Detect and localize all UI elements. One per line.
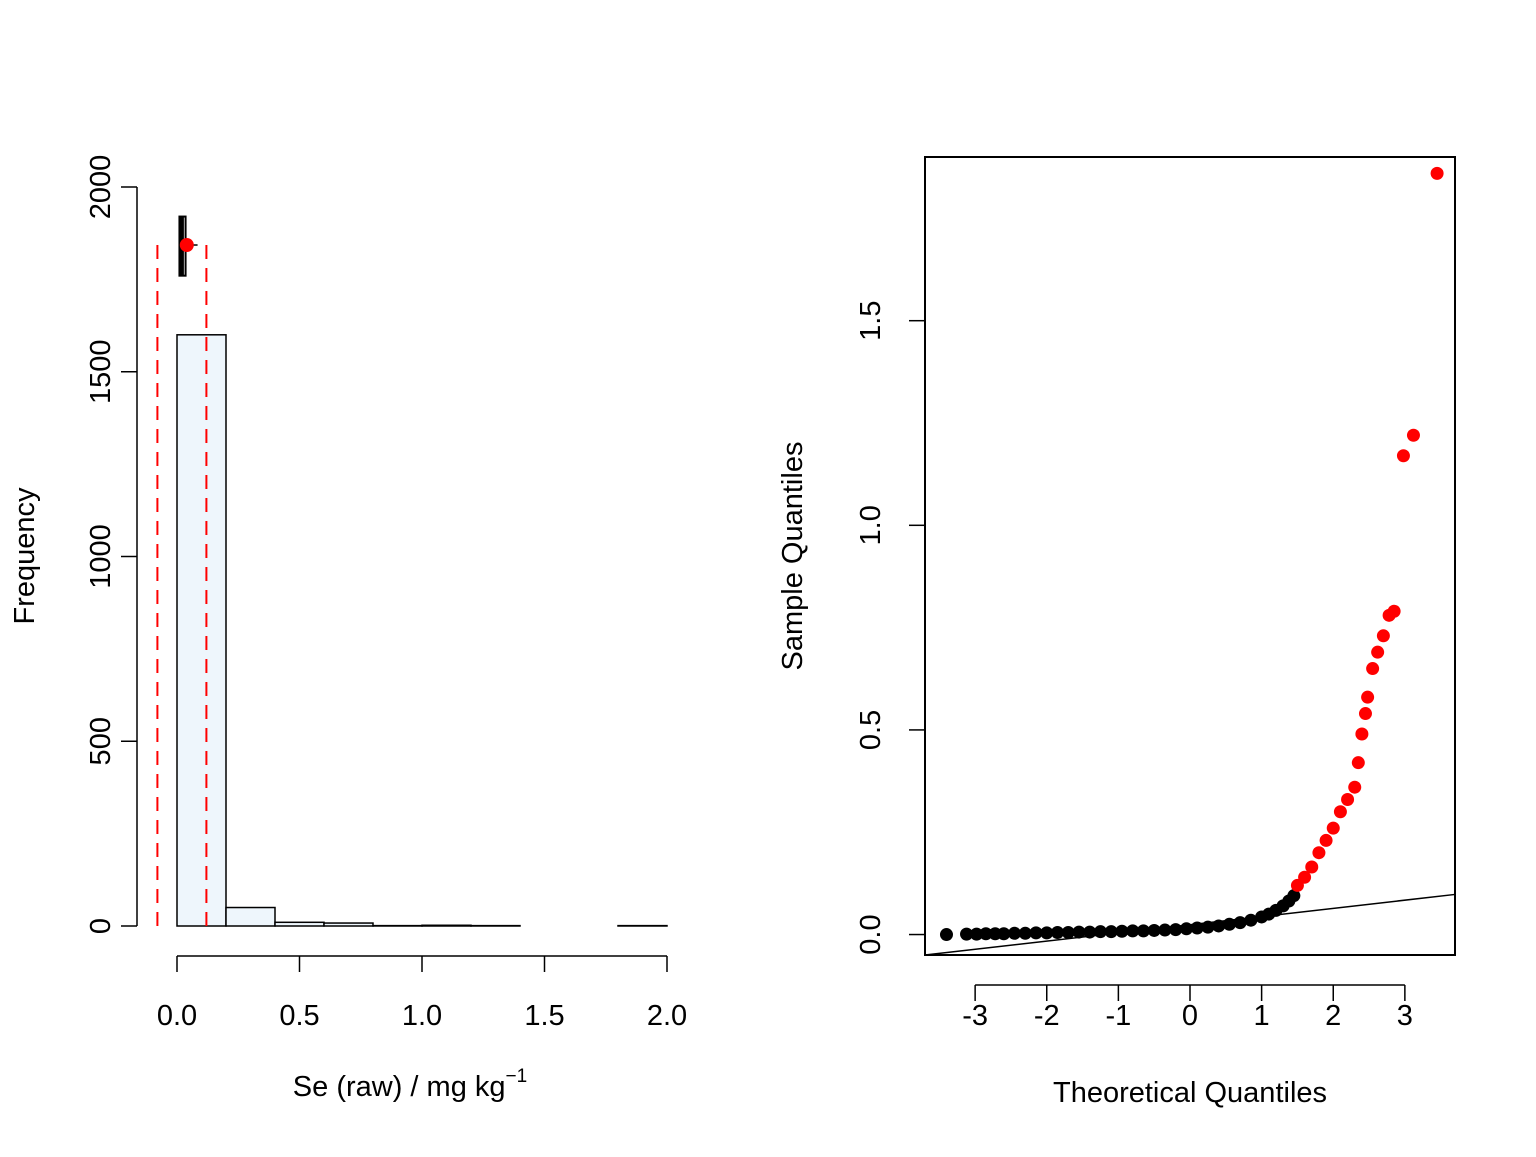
x-tick-label-6: 3 — [1397, 1000, 1413, 1032]
outlier-point-14 — [1371, 646, 1384, 659]
outlier-point-4 — [1320, 834, 1333, 847]
outlier-point-8 — [1348, 781, 1361, 794]
x-axis-title-superscript: −1 — [506, 1066, 528, 1087]
outlier-point-19 — [1407, 429, 1420, 442]
y-tick-label-2: 1.0 — [855, 505, 887, 545]
y-axis-title: Frequency — [9, 487, 41, 625]
y-axis-title: Sample Quantiles — [777, 442, 809, 671]
x-axis-title-main: Se (raw) / mg kg — [293, 1071, 506, 1103]
y-tick-label-1: 500 — [85, 717, 117, 765]
outlier-point-12 — [1361, 691, 1374, 704]
y-axis: 0.0 0.5 1.0 1.5 — [855, 301, 925, 955]
qq-points — [940, 167, 1444, 941]
outlier-point-13 — [1366, 662, 1379, 675]
histogram-bars — [177, 335, 667, 926]
x-tick-label-1: 0.5 — [279, 1000, 319, 1032]
qq-plot-panel: 0.0 0.5 1.0 1.5 -3 -2 -1 0 1 2 3 Sample Quantiles… — [777, 157, 1455, 1109]
x-tick-label-2: 1.0 — [402, 1000, 442, 1032]
histogram-bar-0 — [177, 335, 226, 926]
histogram-bar-5 — [422, 925, 471, 926]
x-tick-label-2: -1 — [1105, 1000, 1131, 1032]
x-tick-label-5: 2 — [1325, 1000, 1341, 1032]
y-tick-label-3: 1.5 — [855, 301, 887, 341]
x-tick-label-4: 1 — [1254, 1000, 1270, 1032]
x-axis-title: Theoretical Quantiles — [1053, 1077, 1327, 1109]
y-tick-label-0: 0 — [85, 918, 117, 934]
outlier-point-2 — [1305, 861, 1318, 874]
outlier-point-18 — [1397, 449, 1410, 462]
outlier-point-5 — [1327, 822, 1340, 835]
y-tick-label-4: 2000 — [85, 155, 117, 220]
x-tick-label-3: 1.5 — [524, 1000, 564, 1032]
mean-point — [180, 238, 194, 252]
x-axis-title: Se (raw) / mg kg−1 — [293, 1066, 527, 1103]
x-tick-label-4: 2.0 — [647, 1000, 687, 1032]
y-axis: 0 500 1000 1500 2000 — [85, 155, 137, 934]
histogram-bar-2 — [275, 922, 324, 926]
y-tick-label-0: 0.0 — [855, 914, 887, 954]
y-tick-label-3: 1500 — [85, 339, 117, 404]
histogram-bar-1 — [226, 908, 275, 926]
x-tick-label-0: 0.0 — [157, 1000, 197, 1032]
x-axis: -3 -2 -1 0 1 2 3 — [962, 985, 1413, 1032]
x-axis: 0.0 0.5 1.0 1.5 2.0 — [157, 956, 687, 1032]
outlier-point-7 — [1341, 793, 1354, 806]
x-tick-label-3: 0 — [1182, 1000, 1198, 1032]
plot-frame — [925, 157, 1455, 955]
x-tick-label-0: -3 — [962, 1000, 988, 1032]
outlier-point-17 — [1388, 605, 1401, 618]
outlier-point-11 — [1359, 707, 1372, 720]
sample-point-27 — [1234, 916, 1247, 929]
histogram-panel: 0 500 1000 1500 2000 0.0 0.5 1.0 1.5 2.0 Frequen… — [9, 155, 687, 1103]
outlier-point-6 — [1334, 805, 1347, 818]
outlier-point-15 — [1377, 629, 1390, 642]
outlier-point-9 — [1352, 756, 1365, 769]
sample-point-0 — [940, 928, 953, 941]
outlier-point-20 — [1431, 167, 1444, 180]
outlier-point-3 — [1312, 846, 1325, 859]
outlier-point-10 — [1355, 728, 1368, 741]
mean-dot — [180, 238, 194, 252]
histogram-bar-3 — [324, 923, 373, 926]
x-tick-label-1: -2 — [1034, 1000, 1060, 1032]
y-tick-label-2: 1000 — [85, 524, 117, 589]
y-tick-label-1: 0.5 — [855, 710, 887, 750]
